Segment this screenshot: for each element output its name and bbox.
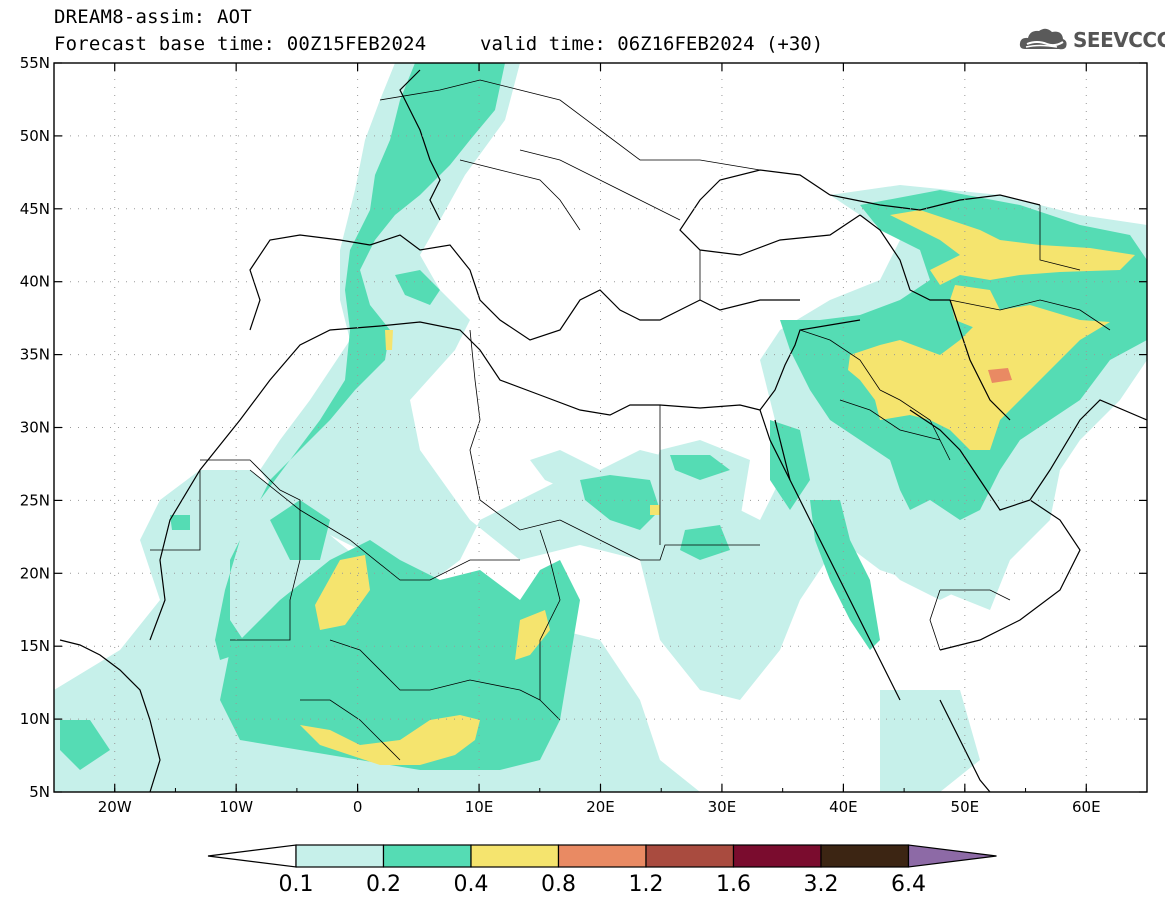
lat-tick-label: 25N [20,491,50,509]
colorbar-label: 1.6 [716,872,751,897]
colorbar-segment [645,844,735,868]
lat-tick-label: 50N [20,127,50,145]
lon-tick-label: 50E [951,798,980,816]
coastlines [59,69,1147,792]
valid-time: valid time: 06Z16FEB2024 (+30) [480,33,824,55]
lat-tick-label: 45N [20,200,50,218]
lon-tick-label: 20E [586,798,615,816]
lat-tick-label: 10N [20,710,50,728]
aot-band-04 [988,368,1012,383]
map-title: DREAM8-assim: AOT [54,6,252,28]
colorbar-under-arrow [207,844,297,868]
colorbar-segment [557,844,647,868]
lon-axis-labels: 20W 10W 0 10E 20E 30E 40E 50E 60E [98,798,1101,816]
colorbar-label: 0.4 [454,872,489,897]
lat-tick-label: 40N [20,273,50,291]
lon-tick-label: 10E [465,798,494,816]
borders [150,79,1111,761]
cloud-icon [1019,28,1067,50]
lon-tick-label: 40E [829,798,858,816]
lon-tick-label: 30E [708,798,737,816]
colorbar-segment [470,844,560,868]
lon-tick-label: 0 [353,798,363,816]
colorbar-label: 0.1 [279,872,314,897]
colorbar-label: 0.2 [366,872,401,897]
axis-ticks [53,62,1148,793]
logo-text: SEEVCCC [1073,28,1165,52]
colorbar-label: 3.2 [804,872,839,897]
lat-tick-label: 5N [29,783,50,801]
colorbar-segment [382,844,472,868]
colorbar-label: 1.2 [629,872,664,897]
seevccc-logo: SEEVCCC [1017,24,1165,56]
aot-field [54,63,1147,792]
lon-tick-label: 60E [1072,798,1101,816]
colorbar-segment [820,844,910,868]
colorbar-label: 0.8 [541,872,576,897]
forecast-base-time: Forecast base time: 00Z15FEB2024 [54,33,427,55]
colorbar-segment [295,844,385,868]
lat-tick-label: 55N [20,54,50,72]
lat-tick-label: 20N [20,564,50,582]
lon-tick-label: 20W [98,798,132,816]
lat-tick-label: 15N [20,637,50,655]
colorbar: 0.1 0.2 0.4 0.8 1.2 1.6 3.2 6.4 [207,844,997,897]
colorbar-over-arrow [907,844,997,868]
lat-tick-label: 35N [20,346,50,364]
lat-tick-label: 30N [20,419,50,437]
lon-tick-label: 10W [219,798,253,816]
colorbar-label: 6.4 [891,872,926,897]
colorbar-segment [732,844,822,868]
lat-axis-labels: 55N 50N 45N 40N 35N 30N 25N 20N 15N 10N 5N [20,54,50,801]
